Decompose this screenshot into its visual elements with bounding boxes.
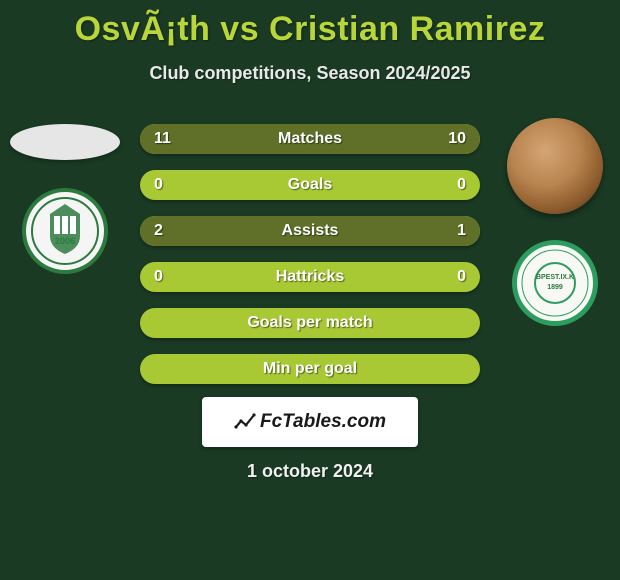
- stat-label: Min per goal: [140, 354, 480, 384]
- club-left-year: 2006: [55, 236, 75, 246]
- stat-value-right: 1: [457, 216, 466, 246]
- stat-row: Hattricks0 0: [140, 262, 480, 292]
- stat-label: Matches: [140, 124, 480, 154]
- player-left-avatar: [10, 124, 120, 160]
- stats-bars: Matches1110Goals00Assists21Hattricks00Go…: [140, 124, 480, 400]
- stat-row: Matches11 10: [140, 124, 480, 154]
- stat-row: Assists2 1: [140, 216, 480, 246]
- stat-row: Min per goal: [140, 354, 480, 384]
- page-title: OsvÃ¡th vs Cristian Ramirez: [0, 0, 620, 49]
- club-right-crest-icon: BPEST.IX.K 1899: [520, 248, 590, 318]
- svg-text:BPEST.IX.K: BPEST.IX.K: [536, 274, 574, 281]
- svg-text:1899: 1899: [547, 284, 563, 291]
- player-right-column: BPEST.IX.K 1899: [495, 114, 615, 326]
- branding-text: FcTables.com: [234, 411, 386, 433]
- branding-label: FcTables.com: [260, 411, 386, 433]
- stat-value-left: 0: [154, 170, 163, 200]
- date-label: 1 october 2024: [0, 461, 620, 482]
- player-right-club-badge: BPEST.IX.K 1899: [512, 240, 598, 326]
- club-left-crest-icon: [30, 196, 100, 266]
- stat-label: Assists: [140, 216, 480, 246]
- branding-box: FcTables.com: [202, 397, 418, 447]
- stat-value-left: 0: [154, 262, 163, 292]
- stat-label: Goals: [140, 170, 480, 200]
- branding-chart-icon: [234, 413, 256, 431]
- stat-value-right: 10: [448, 124, 466, 154]
- player-left-club-badge: 2006: [22, 188, 108, 274]
- stat-label: Hattricks: [140, 262, 480, 292]
- stat-value-left: 2: [154, 216, 163, 246]
- player-right-avatar: [507, 118, 603, 214]
- stat-value-right: 0: [457, 262, 466, 292]
- player-left-column: 2006: [5, 114, 125, 274]
- stat-row: Goals per match: [140, 308, 480, 338]
- stat-label: Goals per match: [140, 308, 480, 338]
- stat-value-right: 0: [457, 170, 466, 200]
- page-subtitle: Club competitions, Season 2024/2025: [0, 63, 620, 84]
- stat-value-left: 11: [154, 124, 171, 154]
- stat-row: Goals0 0: [140, 170, 480, 200]
